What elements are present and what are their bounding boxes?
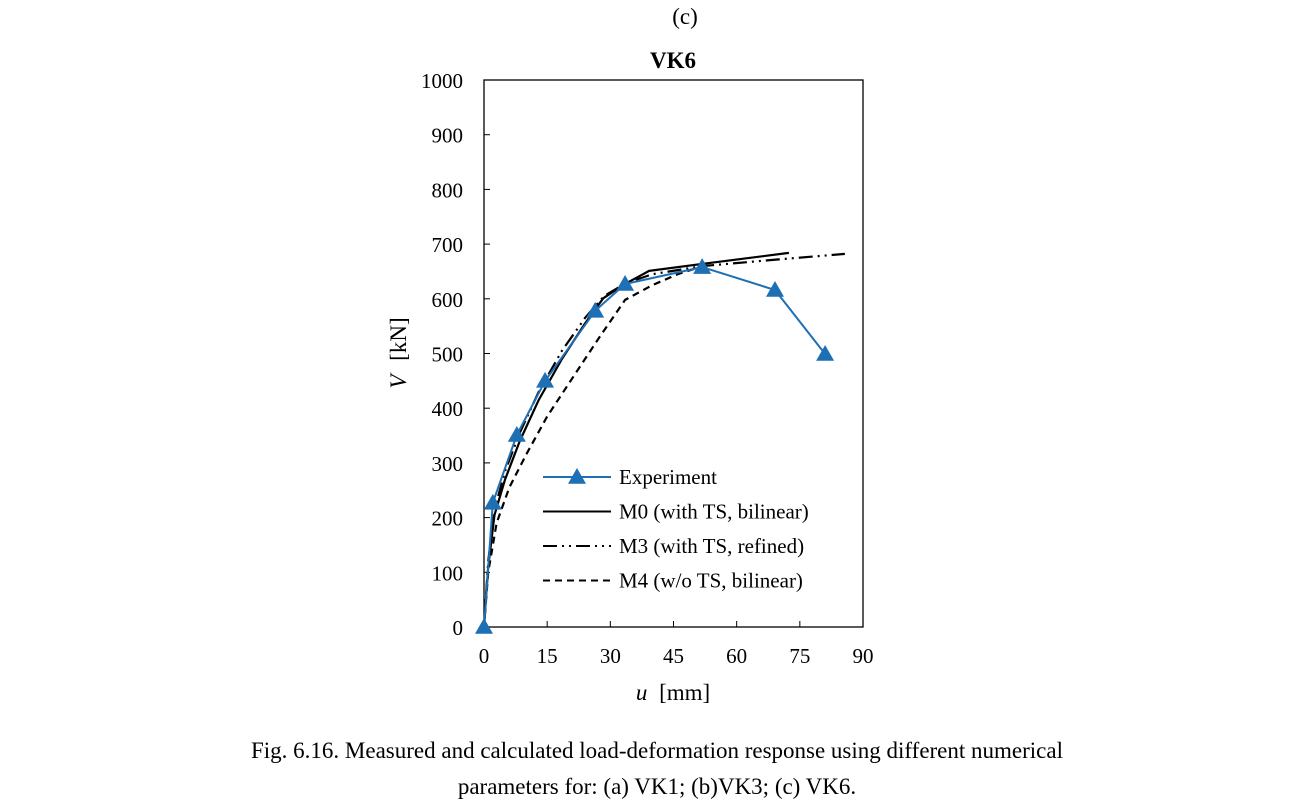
y-tick-label: 100 [432, 561, 464, 585]
svg-text:V [kN]: V [kN] [386, 317, 411, 388]
x-tick-label: 15 [537, 644, 558, 668]
data-point-triangle [475, 618, 493, 634]
legend-triangle-icon [568, 468, 586, 484]
data-point-triangle [507, 426, 526, 442]
figure-caption-line2: parameters for: (a) VK1; (b)VK3; (c) VK6… [457, 774, 857, 799]
series-m4 [482, 264, 704, 628]
y-tick-label: 1000 [421, 69, 463, 93]
y-tick-label: 0 [453, 616, 464, 640]
series-layer [475, 251, 845, 634]
chart-title: VK6 [650, 48, 696, 73]
x-axis-label-unit: [mm] [659, 680, 710, 705]
x-tick-label: 0 [479, 644, 490, 668]
data-point-triangle [586, 301, 605, 318]
x-axis-label-var: u [636, 680, 648, 705]
legend-item: M3 (with TS, refined) [543, 534, 804, 558]
y-tick-label: 700 [432, 233, 464, 257]
data-point-triangle [816, 345, 835, 361]
series-line [482, 252, 845, 628]
legend-item: M0 (with TS, bilinear) [543, 500, 809, 524]
data-point-triangle [765, 281, 784, 297]
y-tick-label: 800 [432, 178, 464, 202]
x-tick-label: 90 [853, 644, 874, 668]
y-tick-label: 600 [432, 288, 464, 312]
y-axis: 0 100 200 300 400 500 600 700 800 900 1000 [421, 69, 490, 640]
x-tick-label: 45 [663, 644, 684, 668]
x-axis-label: u [mm] [636, 680, 710, 705]
legend-label: M3 (with TS, refined) [619, 534, 804, 558]
legend-label: M4 (w/o TS, bilinear) [619, 569, 803, 593]
y-axis-label: V [kN] [386, 317, 411, 388]
data-point-triangle [483, 493, 502, 510]
panel-label: (c) [672, 4, 698, 29]
x-tick-label: 75 [789, 644, 810, 668]
legend-item: M4 (w/o TS, bilinear) [543, 569, 803, 593]
legend-item: Experiment [543, 465, 717, 489]
series-line [482, 264, 704, 628]
data-point-triangle [536, 371, 555, 388]
x-axis: 0 15 30 45 60 75 90 [479, 621, 874, 668]
series-m3 [482, 252, 845, 628]
y-tick-label: 300 [432, 452, 464, 476]
data-point-triangle [616, 275, 635, 291]
x-tick-label: 30 [600, 644, 621, 668]
x-tick-label: 60 [726, 644, 747, 668]
data-point-triangle [693, 258, 712, 274]
y-tick-label: 900 [432, 124, 464, 148]
y-tick-label: 500 [432, 343, 464, 367]
figure-caption-line1: Fig. 6.16. Measured and calculated load-… [251, 738, 1063, 763]
legend: Experiment M0 (with TS, bilinear) M3 (with… [543, 465, 809, 593]
legend-label: M0 (with TS, bilinear) [619, 500, 809, 524]
y-axis-label-unit: [kN] [386, 317, 411, 360]
y-tick-label: 200 [432, 507, 464, 531]
legend-label: Experiment [619, 465, 717, 489]
series-experiment [475, 258, 835, 634]
y-tick-label: 400 [432, 397, 464, 421]
y-axis-label-var: V [386, 372, 411, 389]
